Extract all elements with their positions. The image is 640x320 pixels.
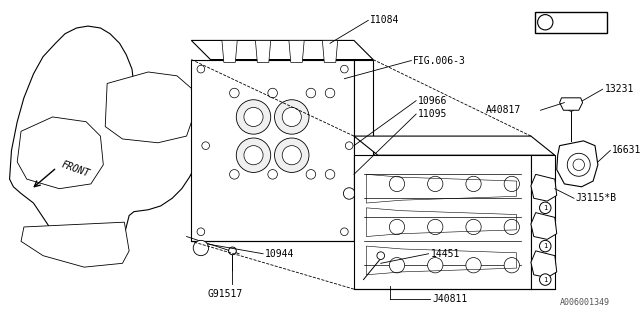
Text: 1: 1 — [543, 276, 547, 283]
Circle shape — [230, 170, 239, 179]
Text: J3115*B: J3115*B — [576, 193, 617, 203]
Polygon shape — [354, 155, 531, 289]
Circle shape — [236, 100, 271, 134]
Circle shape — [340, 228, 348, 236]
Text: I1084: I1084 — [370, 15, 399, 25]
Text: 1: 1 — [543, 243, 547, 249]
Text: J20883: J20883 — [564, 18, 596, 27]
Polygon shape — [289, 40, 304, 62]
Circle shape — [202, 142, 209, 149]
Circle shape — [377, 252, 385, 260]
Polygon shape — [10, 26, 203, 263]
Circle shape — [567, 153, 590, 176]
Text: A006001349: A006001349 — [560, 298, 611, 307]
Polygon shape — [354, 60, 373, 241]
Circle shape — [466, 219, 481, 235]
Circle shape — [540, 202, 551, 213]
Polygon shape — [559, 98, 582, 110]
Text: 16631: 16631 — [612, 145, 640, 156]
Polygon shape — [255, 40, 271, 62]
Text: 11095: 11095 — [418, 109, 447, 119]
Circle shape — [340, 65, 348, 73]
Circle shape — [504, 219, 520, 235]
Circle shape — [230, 88, 239, 98]
Circle shape — [389, 176, 404, 192]
Polygon shape — [21, 222, 129, 267]
Circle shape — [466, 176, 481, 192]
Circle shape — [236, 138, 271, 172]
Ellipse shape — [128, 83, 168, 132]
Circle shape — [504, 258, 520, 273]
Circle shape — [567, 104, 575, 111]
Polygon shape — [531, 155, 555, 289]
Circle shape — [428, 219, 443, 235]
Text: J40811: J40811 — [433, 294, 468, 304]
Text: 1: 1 — [543, 205, 547, 211]
Circle shape — [346, 142, 353, 149]
Circle shape — [306, 170, 316, 179]
Polygon shape — [222, 40, 237, 62]
Polygon shape — [531, 212, 557, 239]
Circle shape — [282, 146, 301, 165]
Circle shape — [540, 240, 551, 252]
Text: FIG.006-3: FIG.006-3 — [413, 55, 466, 66]
Polygon shape — [191, 60, 354, 241]
Circle shape — [573, 159, 584, 171]
Circle shape — [538, 15, 553, 30]
Polygon shape — [531, 251, 557, 278]
Circle shape — [466, 258, 481, 273]
Bar — [535, 12, 607, 33]
Text: FRONT: FRONT — [60, 160, 91, 180]
Circle shape — [540, 274, 551, 285]
Circle shape — [504, 176, 520, 192]
Text: G91517: G91517 — [207, 289, 243, 299]
Circle shape — [428, 258, 443, 273]
Polygon shape — [354, 136, 555, 155]
Polygon shape — [191, 40, 373, 60]
Polygon shape — [17, 117, 103, 189]
Text: A40817: A40817 — [486, 105, 522, 115]
Circle shape — [197, 228, 205, 236]
Circle shape — [325, 88, 335, 98]
Circle shape — [197, 65, 205, 73]
Circle shape — [275, 100, 309, 134]
Polygon shape — [323, 40, 338, 62]
Polygon shape — [557, 141, 598, 187]
Circle shape — [401, 188, 412, 199]
Text: 10944: 10944 — [265, 249, 294, 259]
Polygon shape — [531, 174, 557, 201]
Circle shape — [275, 138, 309, 172]
Ellipse shape — [135, 91, 162, 124]
Circle shape — [244, 146, 263, 165]
Circle shape — [428, 176, 443, 192]
Polygon shape — [105, 72, 193, 143]
Text: 13231: 13231 — [605, 84, 634, 94]
Circle shape — [228, 247, 236, 255]
Circle shape — [268, 88, 277, 98]
Ellipse shape — [47, 137, 71, 168]
Circle shape — [389, 258, 404, 273]
Circle shape — [325, 170, 335, 179]
Text: 1: 1 — [543, 18, 548, 27]
Text: 14451: 14451 — [431, 249, 460, 259]
Circle shape — [268, 170, 277, 179]
Circle shape — [389, 219, 404, 235]
Circle shape — [306, 88, 316, 98]
Circle shape — [282, 108, 301, 126]
Ellipse shape — [41, 128, 77, 176]
Text: 10966: 10966 — [418, 96, 447, 106]
Circle shape — [344, 188, 355, 199]
Circle shape — [193, 240, 209, 256]
Circle shape — [244, 108, 263, 126]
